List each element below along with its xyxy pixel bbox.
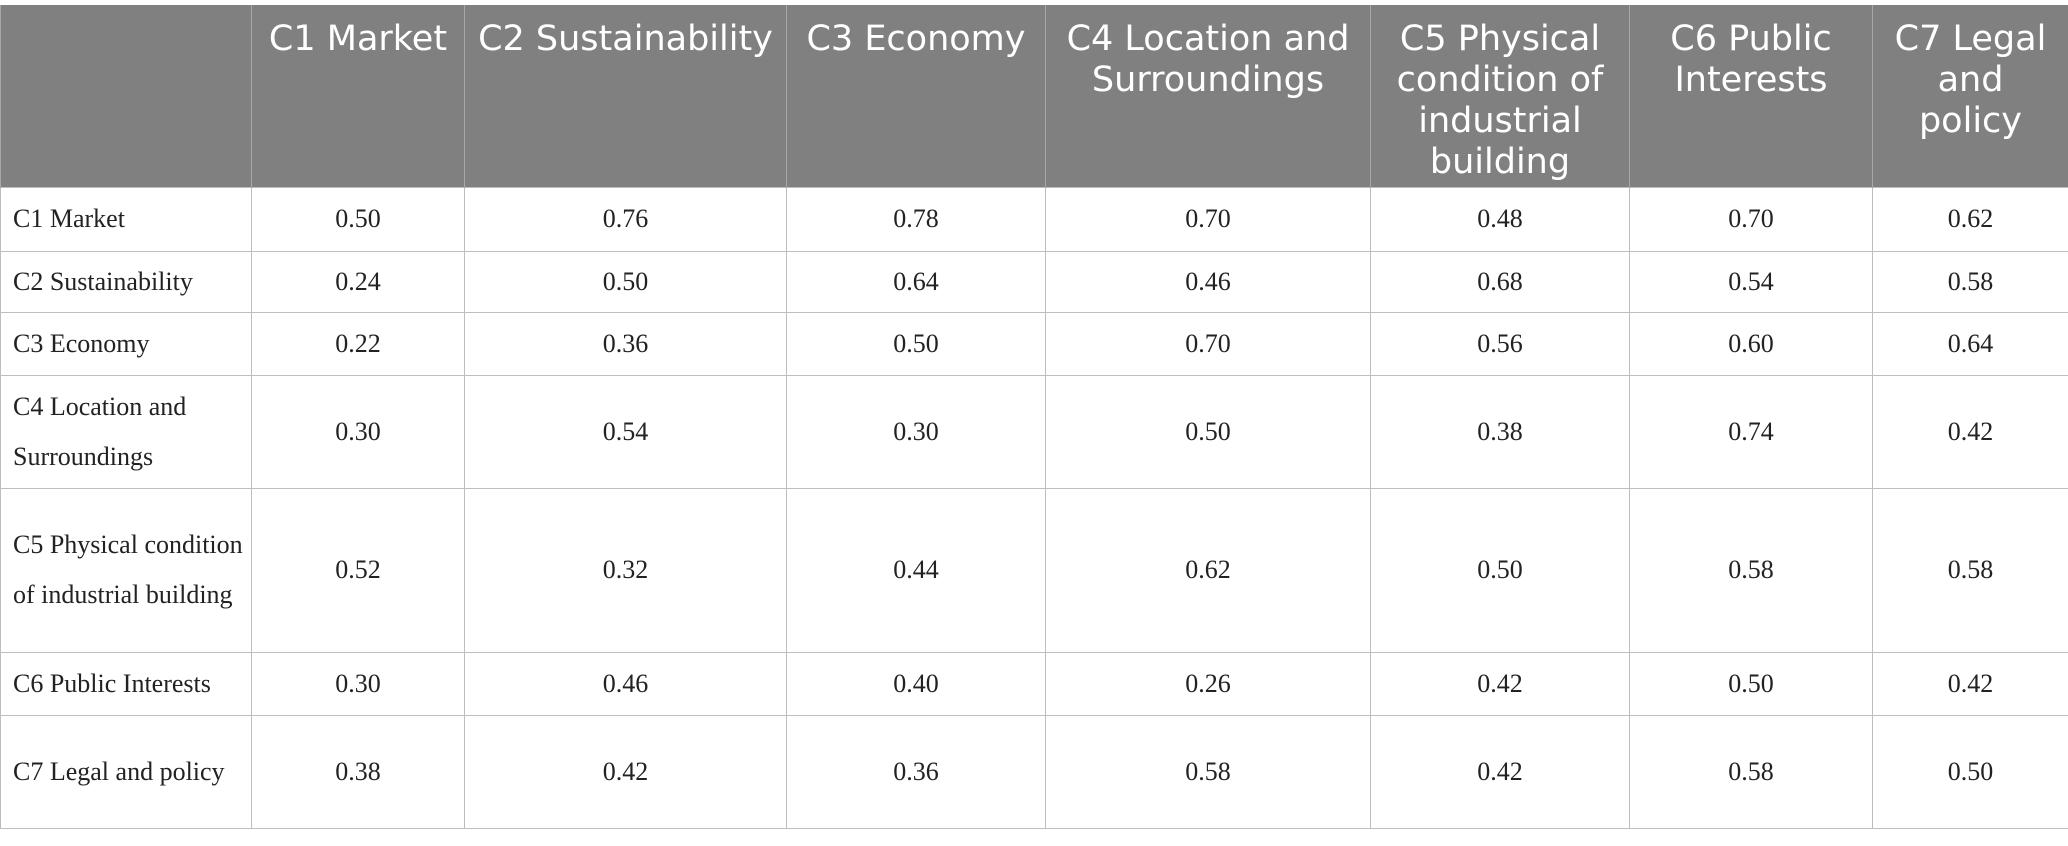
- column-header: C1 Market: [251, 5, 465, 187]
- cell-value: 0.42: [1370, 651, 1630, 716]
- cell-value: 0.76: [464, 186, 787, 252]
- cell-value: 0.30: [251, 374, 465, 489]
- cell-value: 0.64: [786, 250, 1046, 313]
- row-label: C6 Public Interests: [0, 651, 252, 716]
- cell-value: 0.50: [1370, 487, 1630, 653]
- row-label: C2 Sustainability: [0, 250, 252, 313]
- cell-value: 0.60: [1629, 311, 1873, 376]
- cell-value: 0.44: [786, 487, 1046, 653]
- row-label: C3 Economy: [0, 311, 252, 376]
- row-label: C4 Location and Surroundings: [0, 374, 252, 489]
- cell-value: 0.58: [1872, 250, 2068, 313]
- cell-value: 0.46: [1045, 250, 1371, 313]
- cell-value: 0.42: [464, 714, 787, 829]
- data-table: C1 Market C2 Sustainability C3 Economy C4 L…: [0, 5, 2068, 829]
- cell-value: 0.74: [1629, 374, 1873, 489]
- cell-value: 0.52: [251, 487, 465, 653]
- cell-value: 0.42: [1872, 651, 2068, 716]
- column-header: C2 Sustainability: [464, 5, 787, 187]
- cell-value: 0.50: [464, 250, 787, 313]
- row-label: C1 Market: [0, 186, 252, 252]
- cell-value: 0.50: [1045, 374, 1371, 489]
- table-row: C6 Public Interests 0.30 0.46 0.40 0.26 0.42 0…: [0, 651, 2068, 716]
- cell-value: 0.54: [1629, 250, 1873, 313]
- cell-value: 0.50: [1872, 714, 2068, 829]
- cell-value: 0.26: [1045, 651, 1371, 716]
- cell-value: 0.50: [786, 311, 1046, 376]
- page: C1 Market C2 Sustainability C3 Economy C4 L…: [0, 5, 2068, 846]
- cell-value: 0.56: [1370, 311, 1630, 376]
- table-row: C2 Sustainability 0.24 0.50 0.64 0.46 0.68 0.5…: [0, 250, 2068, 313]
- table-row: C5 Physical condition of industrial buil…: [0, 487, 2068, 653]
- cell-value: 0.22: [251, 311, 465, 376]
- cell-value: 0.24: [251, 250, 465, 313]
- table-row: C4 Location and Surroundings 0.30 0.54 0.30…: [0, 374, 2068, 489]
- cell-value: 0.36: [464, 311, 787, 376]
- column-header: C5 Physical condition of industrial buil…: [1370, 5, 1630, 187]
- table-row: C1 Market 0.50 0.76 0.78 0.70 0.48 0.70 0.62: [0, 186, 2068, 252]
- table-body: C1 Market 0.50 0.76 0.78 0.70 0.48 0.70 0.62 C2 …: [0, 186, 2068, 829]
- cell-value: 0.48: [1370, 186, 1630, 252]
- corner-cell: [0, 5, 252, 187]
- cell-value: 0.58: [1045, 714, 1371, 829]
- cell-value: 0.54: [464, 374, 787, 489]
- cell-value: 0.40: [786, 651, 1046, 716]
- cell-value: 0.62: [1872, 186, 2068, 252]
- cell-value: 0.58: [1872, 487, 2068, 653]
- cell-value: 0.70: [1045, 311, 1371, 376]
- cell-value: 0.70: [1629, 186, 1873, 252]
- cell-value: 0.38: [251, 714, 465, 829]
- cell-value: 0.50: [1629, 651, 1873, 716]
- table-row: C3 Economy 0.22 0.36 0.50 0.70 0.56 0.60 0.64: [0, 311, 2068, 376]
- cell-value: 0.42: [1872, 374, 2068, 489]
- table-row: C7 Legal and policy 0.38 0.42 0.36 0.58 0.42 0…: [0, 714, 2068, 829]
- cell-value: 0.46: [464, 651, 787, 716]
- cell-value: 0.58: [1629, 714, 1873, 829]
- cell-value: 0.38: [1370, 374, 1630, 489]
- cell-value: 0.70: [1045, 186, 1371, 252]
- cell-value: 0.36: [786, 714, 1046, 829]
- row-label: C5 Physical condition of industrial buil…: [0, 487, 252, 653]
- row-label: C7 Legal and policy: [0, 714, 252, 829]
- cell-value: 0.64: [1872, 311, 2068, 376]
- cell-value: 0.68: [1370, 250, 1630, 313]
- cell-value: 0.32: [464, 487, 787, 653]
- column-header: C6 Public Interests: [1629, 5, 1873, 187]
- cell-value: 0.30: [251, 651, 465, 716]
- cell-value: 0.30: [786, 374, 1046, 489]
- column-header: C7 Legal and policy: [1872, 5, 2068, 187]
- header-row: C1 Market C2 Sustainability C3 Economy C4 L…: [0, 5, 2068, 187]
- cell-value: 0.42: [1370, 714, 1630, 829]
- cell-value: 0.78: [786, 186, 1046, 252]
- column-header: C3 Economy: [786, 5, 1046, 187]
- cell-value: 0.50: [251, 186, 465, 252]
- column-header: C4 Location and Surroundings: [1045, 5, 1371, 187]
- cell-value: 0.58: [1629, 487, 1873, 653]
- cell-value: 0.62: [1045, 487, 1371, 653]
